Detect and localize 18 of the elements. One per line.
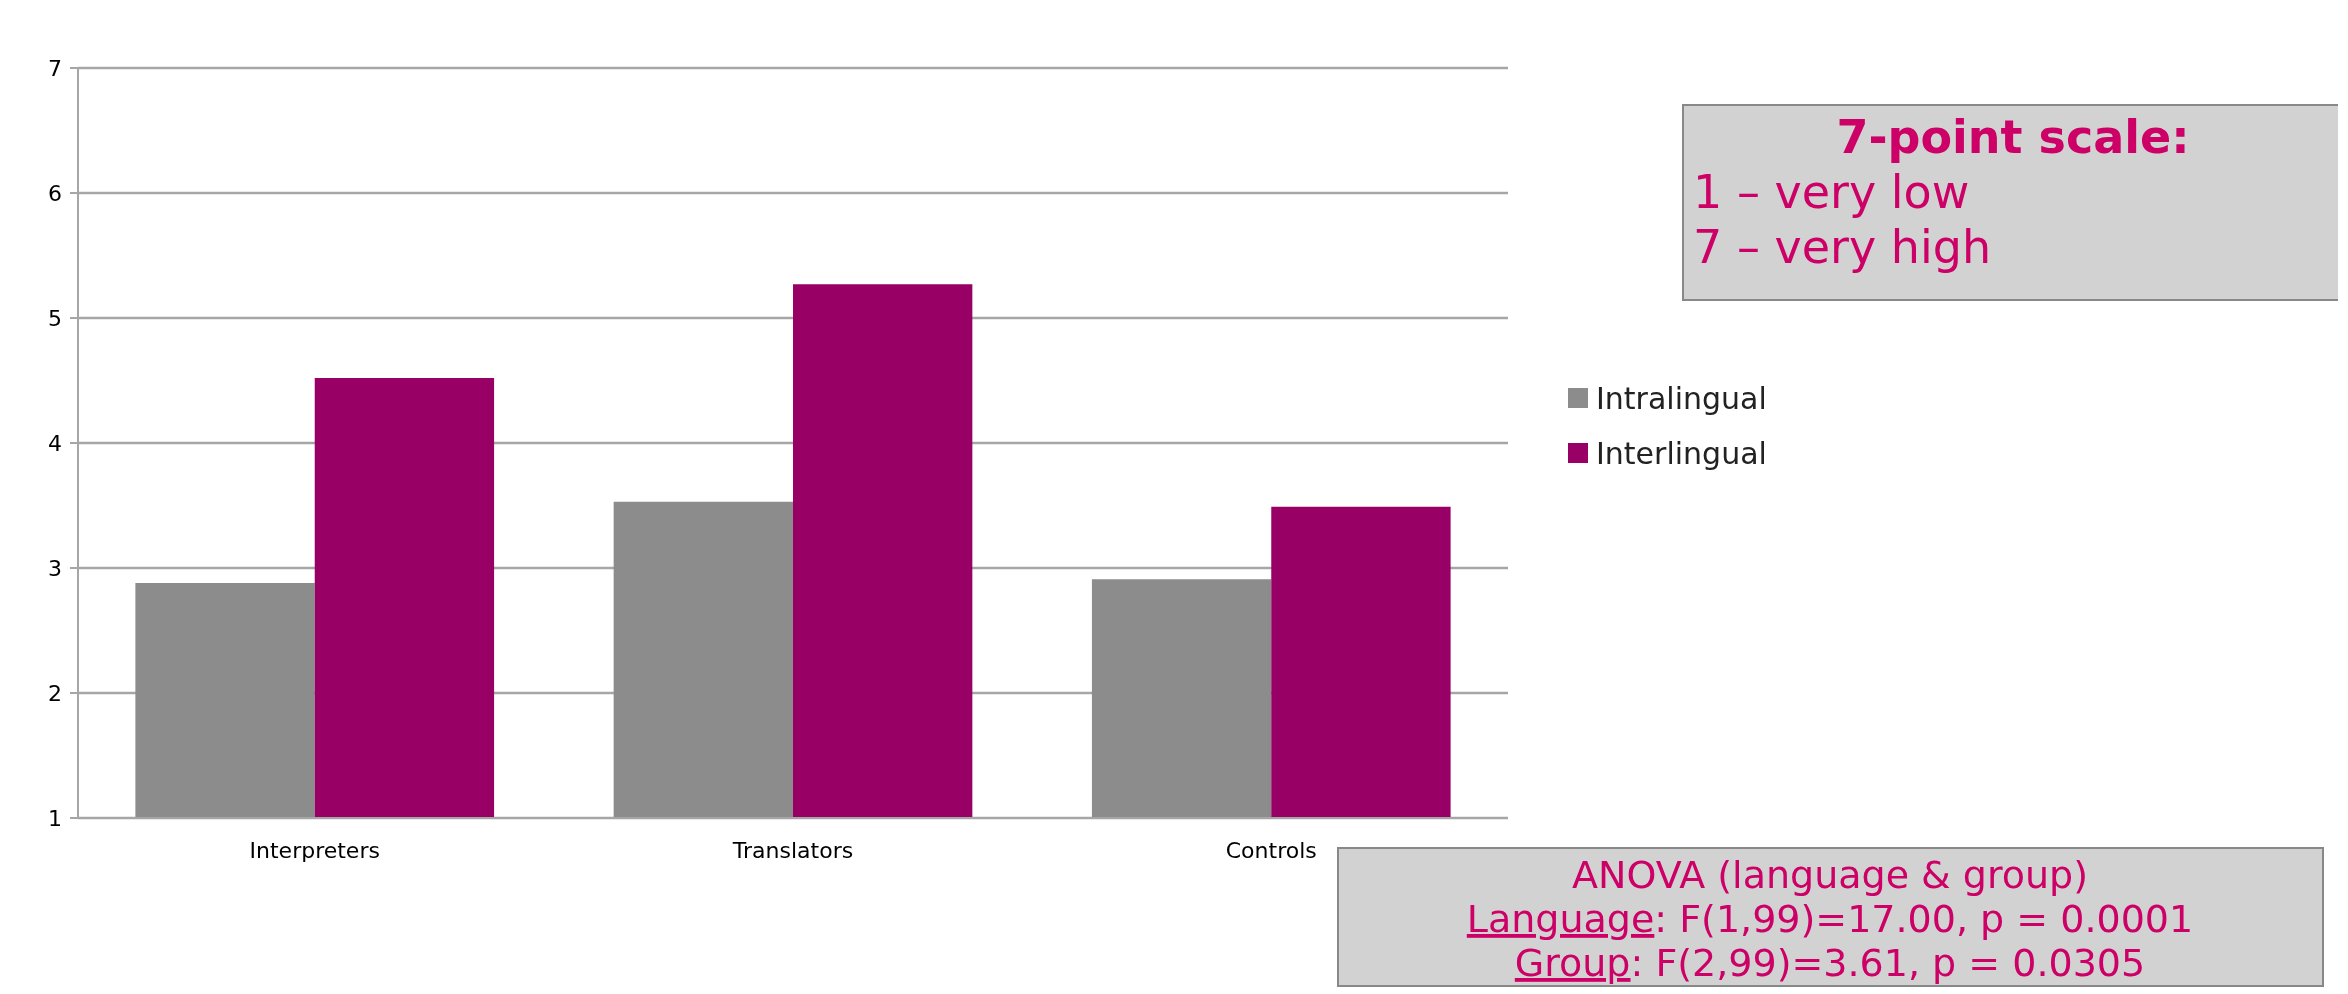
legend-label: Intralingual	[1596, 380, 1767, 416]
text: 1 – very low	[1693, 165, 1970, 219]
y-tick-label: 7	[48, 55, 62, 81]
text: Group: F(2,99)=3.61, p = 0.0305	[1514, 941, 2146, 985]
y-tick-label: 4	[48, 430, 62, 456]
legend-label: Interlingual	[1596, 435, 1767, 471]
x-tick-label: Interpreters	[249, 838, 380, 863]
y-tick-label: 3	[48, 555, 62, 581]
x-tick-label: Controls	[1225, 838, 1317, 863]
text: ANOVA (language & group)	[1571, 853, 2089, 897]
x-tick-label: Translators	[731, 838, 854, 863]
text: 7-point scale:	[1836, 110, 2190, 164]
text: 7 – very high	[1693, 220, 1992, 274]
y-tick-label: 2	[48, 680, 62, 706]
y-tick-label: 6	[48, 180, 62, 206]
y-tick-label: 1	[48, 805, 62, 831]
y-tick-label: 5	[48, 305, 62, 331]
text: Language: F(1,99)=17.00, p = 0.0001	[1466, 897, 2194, 941]
